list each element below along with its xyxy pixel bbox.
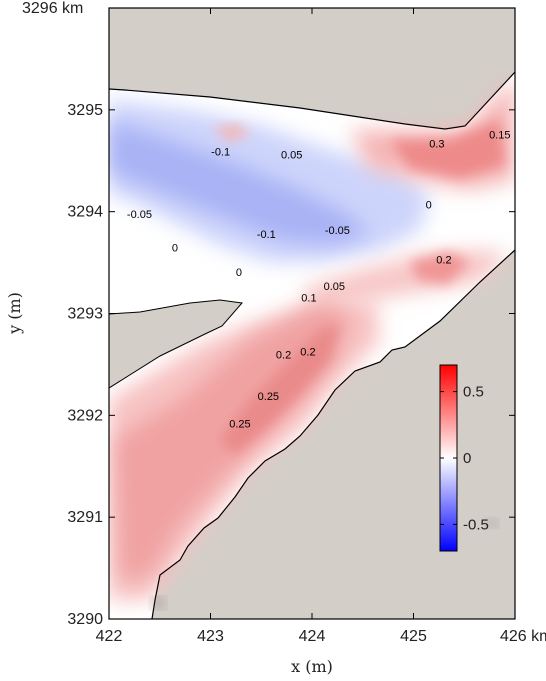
positive-ne-core [390,120,505,178]
colorbar-tick-label: 0.5 [463,384,484,401]
contour-label: 0.1 [301,292,316,304]
shading-mark [487,519,497,527]
island [109,299,243,389]
contour-label: 0.15 [489,129,510,141]
colorbar-tick-label: -0.5 [463,516,489,533]
contour-label: 0 [172,242,178,254]
contour-label: -0.05 [127,209,152,221]
x-tick-label: 426 km [500,628,546,645]
x-axis-label: x (m) [291,657,333,676]
y-tick-label: 3292 [67,407,103,424]
y-tick-label: 3293 [67,306,103,323]
contour-label: 0 [426,200,432,212]
contour-label: 0.2 [436,255,451,267]
contour-label: -0.1 [211,147,230,159]
x-tick-label: 423 [197,628,224,645]
x-tick-label: 424 [299,628,326,645]
x-axis: 422 423 424 425 426 km [96,8,546,645]
color-field [109,78,515,600]
shading-mark [152,598,164,608]
colorbar-ticks: 0.5 0 -0.5 [440,384,489,533]
positive-sw-max [220,325,340,455]
contour-label: -0.1 [257,229,276,241]
y-tick-label: 3291 [67,509,103,526]
contour-label: 0.25 [229,419,250,431]
x-tick-label: 425 [400,628,427,645]
contour-label: 0.2 [276,349,291,361]
y-axis-label: y (m) [5,292,24,335]
contour-label: -0.05 [325,225,350,237]
coastline-south [151,249,515,619]
y-tick-label: 3296 km [22,0,83,17]
y-tick-label: 3290 [67,611,103,628]
contour-label: 0.25 [258,391,279,403]
contour-label: 0.05 [281,150,302,162]
plot-area: -0.1 0.05 0.3 0.15 -0.05 0 -0.1 -0.05 0 0.2 0 0.05 0… [109,8,515,619]
y-tick-label: 3295 [67,102,103,119]
positive-mid-core [410,252,470,284]
colorbar-tick-label: 0 [463,450,471,467]
negative-core [109,120,370,245]
contour-labels: -0.1 0.05 0.3 0.15 -0.05 0 -0.1 -0.05 0 0.2 0 0.05 0… [127,129,511,430]
contour-label: 0.2 [300,346,315,358]
coastline-north [109,71,515,130]
y-axis: 3290 3291 3292 3293 3294 3295 3296 km [22,0,515,628]
x-tick-label: 422 [96,628,123,645]
y-tick-label: 3294 [67,204,103,221]
contour-label: 0.05 [324,281,345,293]
colorbar: 0.5 0 -0.5 [439,364,489,552]
contour-label: 0.3 [429,139,444,151]
contour-label: 0 [236,267,242,279]
positive-small [212,124,250,142]
